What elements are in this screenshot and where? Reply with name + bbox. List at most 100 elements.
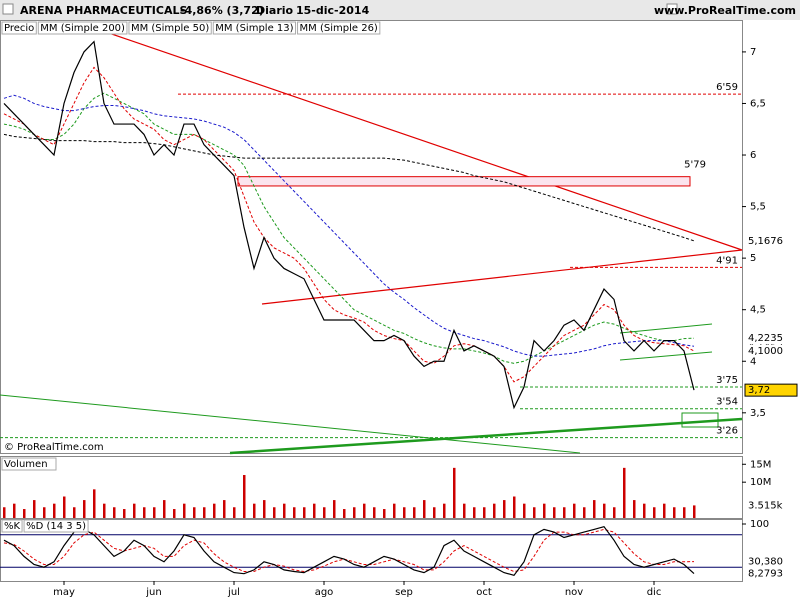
volume-bar: [653, 507, 656, 518]
legend-entry: MM (Simple 13): [215, 23, 293, 34]
y-tick-label: 4,5: [750, 305, 766, 316]
x-tick-label: dic: [647, 587, 662, 598]
volume-bar: [313, 503, 316, 518]
level-label: 4'91: [716, 255, 738, 266]
volume-bar: [633, 500, 636, 518]
legend-entry: MM (Simple 200): [40, 23, 125, 34]
volume-bar: [643, 503, 646, 518]
y-tick-label: 10M: [750, 477, 771, 488]
volume-bar: [183, 503, 186, 518]
source: www.ProRealTime.com: [654, 4, 796, 17]
x-tick-label: may: [53, 587, 75, 598]
volume-bar: [143, 507, 146, 518]
volume-value-label: 3.515k: [748, 500, 783, 511]
volume-bar: [163, 500, 166, 518]
header-bar: [0, 0, 800, 20]
volume-bar: [443, 503, 446, 518]
legend-box: [1, 519, 23, 533]
legend-box: [1, 457, 57, 471]
legend-box: [128, 21, 212, 35]
volume-bar: [133, 503, 136, 518]
last-value-box: [745, 499, 797, 512]
zone: [237, 176, 691, 187]
volume-bar: [663, 503, 666, 518]
channel-line: [619, 351, 713, 361]
volume-bar: [323, 507, 326, 518]
target-box: [681, 412, 719, 428]
volume-bar: [543, 503, 546, 518]
y-tick-label: 15M: [750, 459, 771, 470]
legend-entry: Volumen: [4, 459, 48, 470]
last-value-label: 4,2235: [748, 333, 783, 344]
volume-bar: [113, 507, 116, 518]
last-value-box: [745, 332, 797, 345]
last-value-box: [745, 555, 797, 568]
zone-label: 5'79: [684, 160, 706, 171]
volume-bar: [53, 503, 56, 518]
legend-box: [37, 21, 128, 35]
volume-bar: [13, 503, 16, 518]
volume-bar: [383, 509, 386, 518]
volume-bar: [583, 507, 586, 518]
volume-bar: [253, 503, 256, 518]
volume-bar: [523, 503, 526, 518]
header-icon: [666, 3, 678, 15]
volume-bar: [123, 509, 126, 518]
y-tick-label: 100: [750, 519, 769, 530]
volume-bar: [273, 507, 276, 518]
volume-bar: [613, 507, 616, 518]
level-label: 3'54: [716, 397, 738, 408]
volume-bar: [23, 509, 26, 518]
title: ARENA PHARMACEUTICALS: [20, 4, 187, 17]
legend-box: [23, 519, 89, 533]
volume-bar: [63, 496, 66, 518]
volume-bar: [673, 507, 676, 518]
volume-bar: [83, 500, 86, 518]
last-value-label: 3,72: [748, 385, 770, 396]
x-tick-label: ago: [315, 587, 334, 598]
volume-bar: [243, 475, 246, 518]
volume-bar: [533, 507, 536, 518]
y-tick-label: 5: [750, 253, 756, 264]
volume-bar: [153, 507, 156, 518]
y-tick-label: 6: [750, 150, 756, 161]
volume-bar: [553, 507, 556, 518]
volume-bar: [623, 467, 626, 518]
volume-bar: [423, 500, 426, 518]
volume-bar: [513, 496, 516, 518]
last-value-box: [745, 234, 797, 247]
volume-bar: [93, 489, 96, 518]
last-value-label: 4,1000: [748, 346, 783, 357]
level-label: 6'59: [716, 82, 738, 93]
x-tick-label: jun: [145, 587, 161, 598]
x-tick-label: oct: [476, 587, 492, 598]
y-tick-label: 5,5: [750, 202, 766, 213]
legend-entry: MM (Simple 26): [300, 23, 378, 34]
series-line: [3, 94, 695, 357]
last-value-label: 8,2793: [748, 569, 783, 580]
volume-bar: [263, 500, 266, 518]
volume-bar: [43, 507, 46, 518]
y-tick-label: 7: [750, 47, 756, 58]
volume-bar: [503, 500, 506, 518]
volume-bar: [333, 500, 336, 518]
volume-bar: [603, 503, 606, 518]
legend-entry: MM (Simple 50): [131, 23, 209, 34]
volume-bar: [283, 503, 286, 518]
volume-bar: [463, 503, 466, 518]
y-tick-label: 6,5: [750, 98, 766, 109]
level-label: 3'75: [716, 375, 738, 386]
legend-entry: %K: [4, 521, 21, 532]
series-line: [3, 92, 695, 364]
volume-bar: [433, 507, 436, 518]
volume-bar: [453, 467, 456, 518]
last-value-label: 30,380: [748, 557, 783, 568]
trend-line: [229, 417, 743, 455]
copyright: © ProRealTime.com: [4, 442, 104, 453]
legend: Precio MM (Simple 200) MM (Simple 50) MM (S…: [1, 21, 381, 35]
volume-bar: [303, 507, 306, 518]
volume-bar: [233, 507, 236, 518]
series-line: [3, 526, 695, 576]
